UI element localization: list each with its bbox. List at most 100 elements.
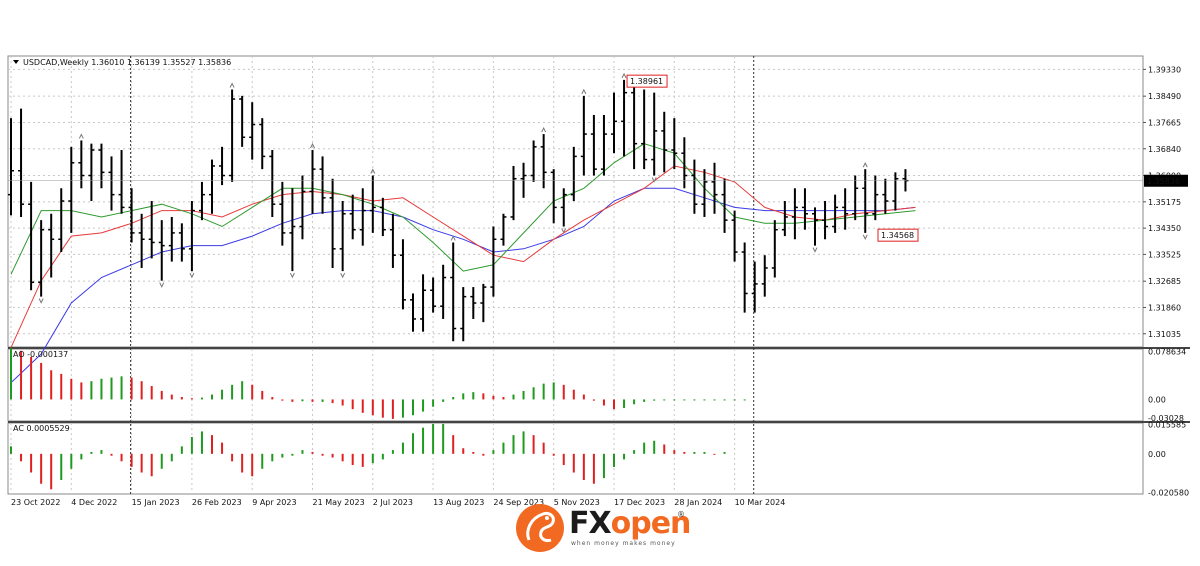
low-price-box bbox=[877, 228, 919, 242]
ohlc-bar bbox=[329, 178, 336, 268]
ohlc-bar bbox=[832, 194, 839, 233]
ac-bar bbox=[391, 450, 394, 454]
ac-bar bbox=[432, 423, 435, 454]
ao-bar bbox=[361, 399, 364, 413]
ma-line-green bbox=[10, 143, 916, 275]
ac-tick-label: -0.020580 bbox=[1148, 488, 1189, 497]
ac-bar bbox=[70, 453, 73, 469]
ohlc-bar bbox=[600, 114, 607, 176]
x-tick-label: 28 Jan 2024 bbox=[674, 498, 722, 507]
ao-tick-label: 0.078634 bbox=[1148, 348, 1186, 357]
ohlc-bar bbox=[701, 169, 708, 217]
ohlc-bar bbox=[550, 169, 557, 224]
ao-bar bbox=[602, 399, 605, 406]
ao-bar bbox=[311, 399, 314, 402]
price-tick-label: 1.31035 bbox=[1148, 330, 1181, 339]
ao-bar bbox=[110, 377, 113, 400]
ohlc-bar bbox=[510, 165, 517, 221]
ac-bar bbox=[90, 451, 93, 454]
fractal-up-marker bbox=[581, 88, 587, 95]
ao-bar bbox=[522, 390, 525, 400]
ao-bar bbox=[542, 383, 545, 400]
ac-bar bbox=[532, 435, 535, 454]
ac-bar bbox=[241, 453, 244, 473]
fractal-up-marker bbox=[621, 72, 627, 79]
ac-bar bbox=[412, 433, 414, 454]
ao-bar bbox=[653, 399, 656, 401]
ao-tick-label: -0.03028 bbox=[1148, 414, 1184, 423]
ac-bar bbox=[150, 453, 153, 477]
ac-bar bbox=[602, 453, 605, 479]
ohlc-bar bbox=[188, 201, 195, 272]
ac-bar bbox=[50, 453, 53, 490]
ao-bar bbox=[341, 399, 344, 406]
ohlc-bar bbox=[209, 159, 215, 214]
ao-bar bbox=[140, 381, 143, 400]
ao-bar bbox=[70, 378, 73, 400]
ohlc-bar bbox=[580, 95, 587, 176]
ohlc-bar bbox=[611, 92, 617, 154]
ohlc-bar bbox=[641, 89, 648, 170]
ohlc-bar bbox=[118, 150, 125, 214]
ao-bar bbox=[633, 399, 636, 405]
x-tick-label: 10 Mar 2024 bbox=[735, 498, 786, 507]
ohlc-bar bbox=[369, 175, 376, 233]
ac-bar bbox=[281, 453, 284, 458]
ao-bar bbox=[80, 382, 83, 400]
ac-bar bbox=[371, 453, 374, 464]
fractal-down-marker bbox=[340, 272, 346, 279]
ohlc-bar bbox=[751, 261, 758, 313]
ao-bar bbox=[683, 399, 686, 401]
ao-bar bbox=[723, 399, 726, 401]
ac-bar bbox=[361, 453, 364, 467]
ao-bar bbox=[30, 356, 33, 400]
ac-bar bbox=[512, 435, 515, 454]
ac-bar bbox=[130, 453, 133, 467]
ac-bar bbox=[653, 440, 656, 454]
ao-bar bbox=[251, 384, 254, 400]
ac-bar bbox=[261, 453, 264, 469]
current-price-box bbox=[1144, 174, 1188, 187]
ohlc-bar bbox=[399, 239, 406, 310]
ao-bar bbox=[211, 394, 213, 400]
fractal-down-marker bbox=[159, 282, 165, 288]
ao-bar bbox=[20, 350, 23, 400]
low-price-label: 1.34568 bbox=[881, 231, 914, 240]
ac-bar bbox=[582, 453, 585, 480]
ohlc-bar bbox=[138, 213, 145, 268]
x-tick-label: 9 Apr 2023 bbox=[252, 498, 296, 507]
ohlc-bar bbox=[78, 140, 85, 189]
ao-bar bbox=[301, 399, 304, 402]
fractal-up-marker bbox=[862, 162, 868, 168]
ohlc-bar bbox=[520, 162, 527, 198]
ao-tick-label: 0.00 bbox=[1148, 395, 1166, 404]
fractal-down-marker bbox=[812, 247, 818, 253]
ohlc-bar bbox=[178, 223, 185, 262]
ac-bar bbox=[311, 451, 314, 454]
ao-bar bbox=[572, 389, 575, 400]
ohlc-bar bbox=[319, 156, 326, 214]
fractal-down-marker bbox=[289, 272, 295, 279]
fractal-down-marker bbox=[561, 228, 567, 234]
ohlc-bar bbox=[28, 181, 35, 291]
ac-bar bbox=[271, 453, 274, 462]
ao-bar bbox=[160, 390, 163, 400]
ohlc-bar bbox=[711, 162, 718, 214]
ao-bar bbox=[231, 384, 234, 400]
ac-bar bbox=[572, 453, 575, 473]
ohlc-bar bbox=[691, 159, 698, 214]
ac-bar bbox=[472, 451, 475, 454]
ac-panel-frame bbox=[7, 422, 1144, 495]
ohlc-bar bbox=[108, 156, 115, 211]
ao-bar bbox=[502, 397, 505, 400]
ao-bar bbox=[693, 399, 696, 401]
ohlc-bar bbox=[249, 102, 256, 160]
ao-bar bbox=[532, 387, 535, 400]
ohlc-bar bbox=[309, 150, 316, 214]
ohlc-bar bbox=[570, 146, 577, 202]
fractal-down-marker bbox=[189, 272, 195, 279]
ohlc-bar bbox=[530, 140, 537, 182]
ac-bar bbox=[351, 453, 354, 466]
ao-bar bbox=[381, 399, 384, 418]
ao-bar bbox=[713, 399, 716, 401]
